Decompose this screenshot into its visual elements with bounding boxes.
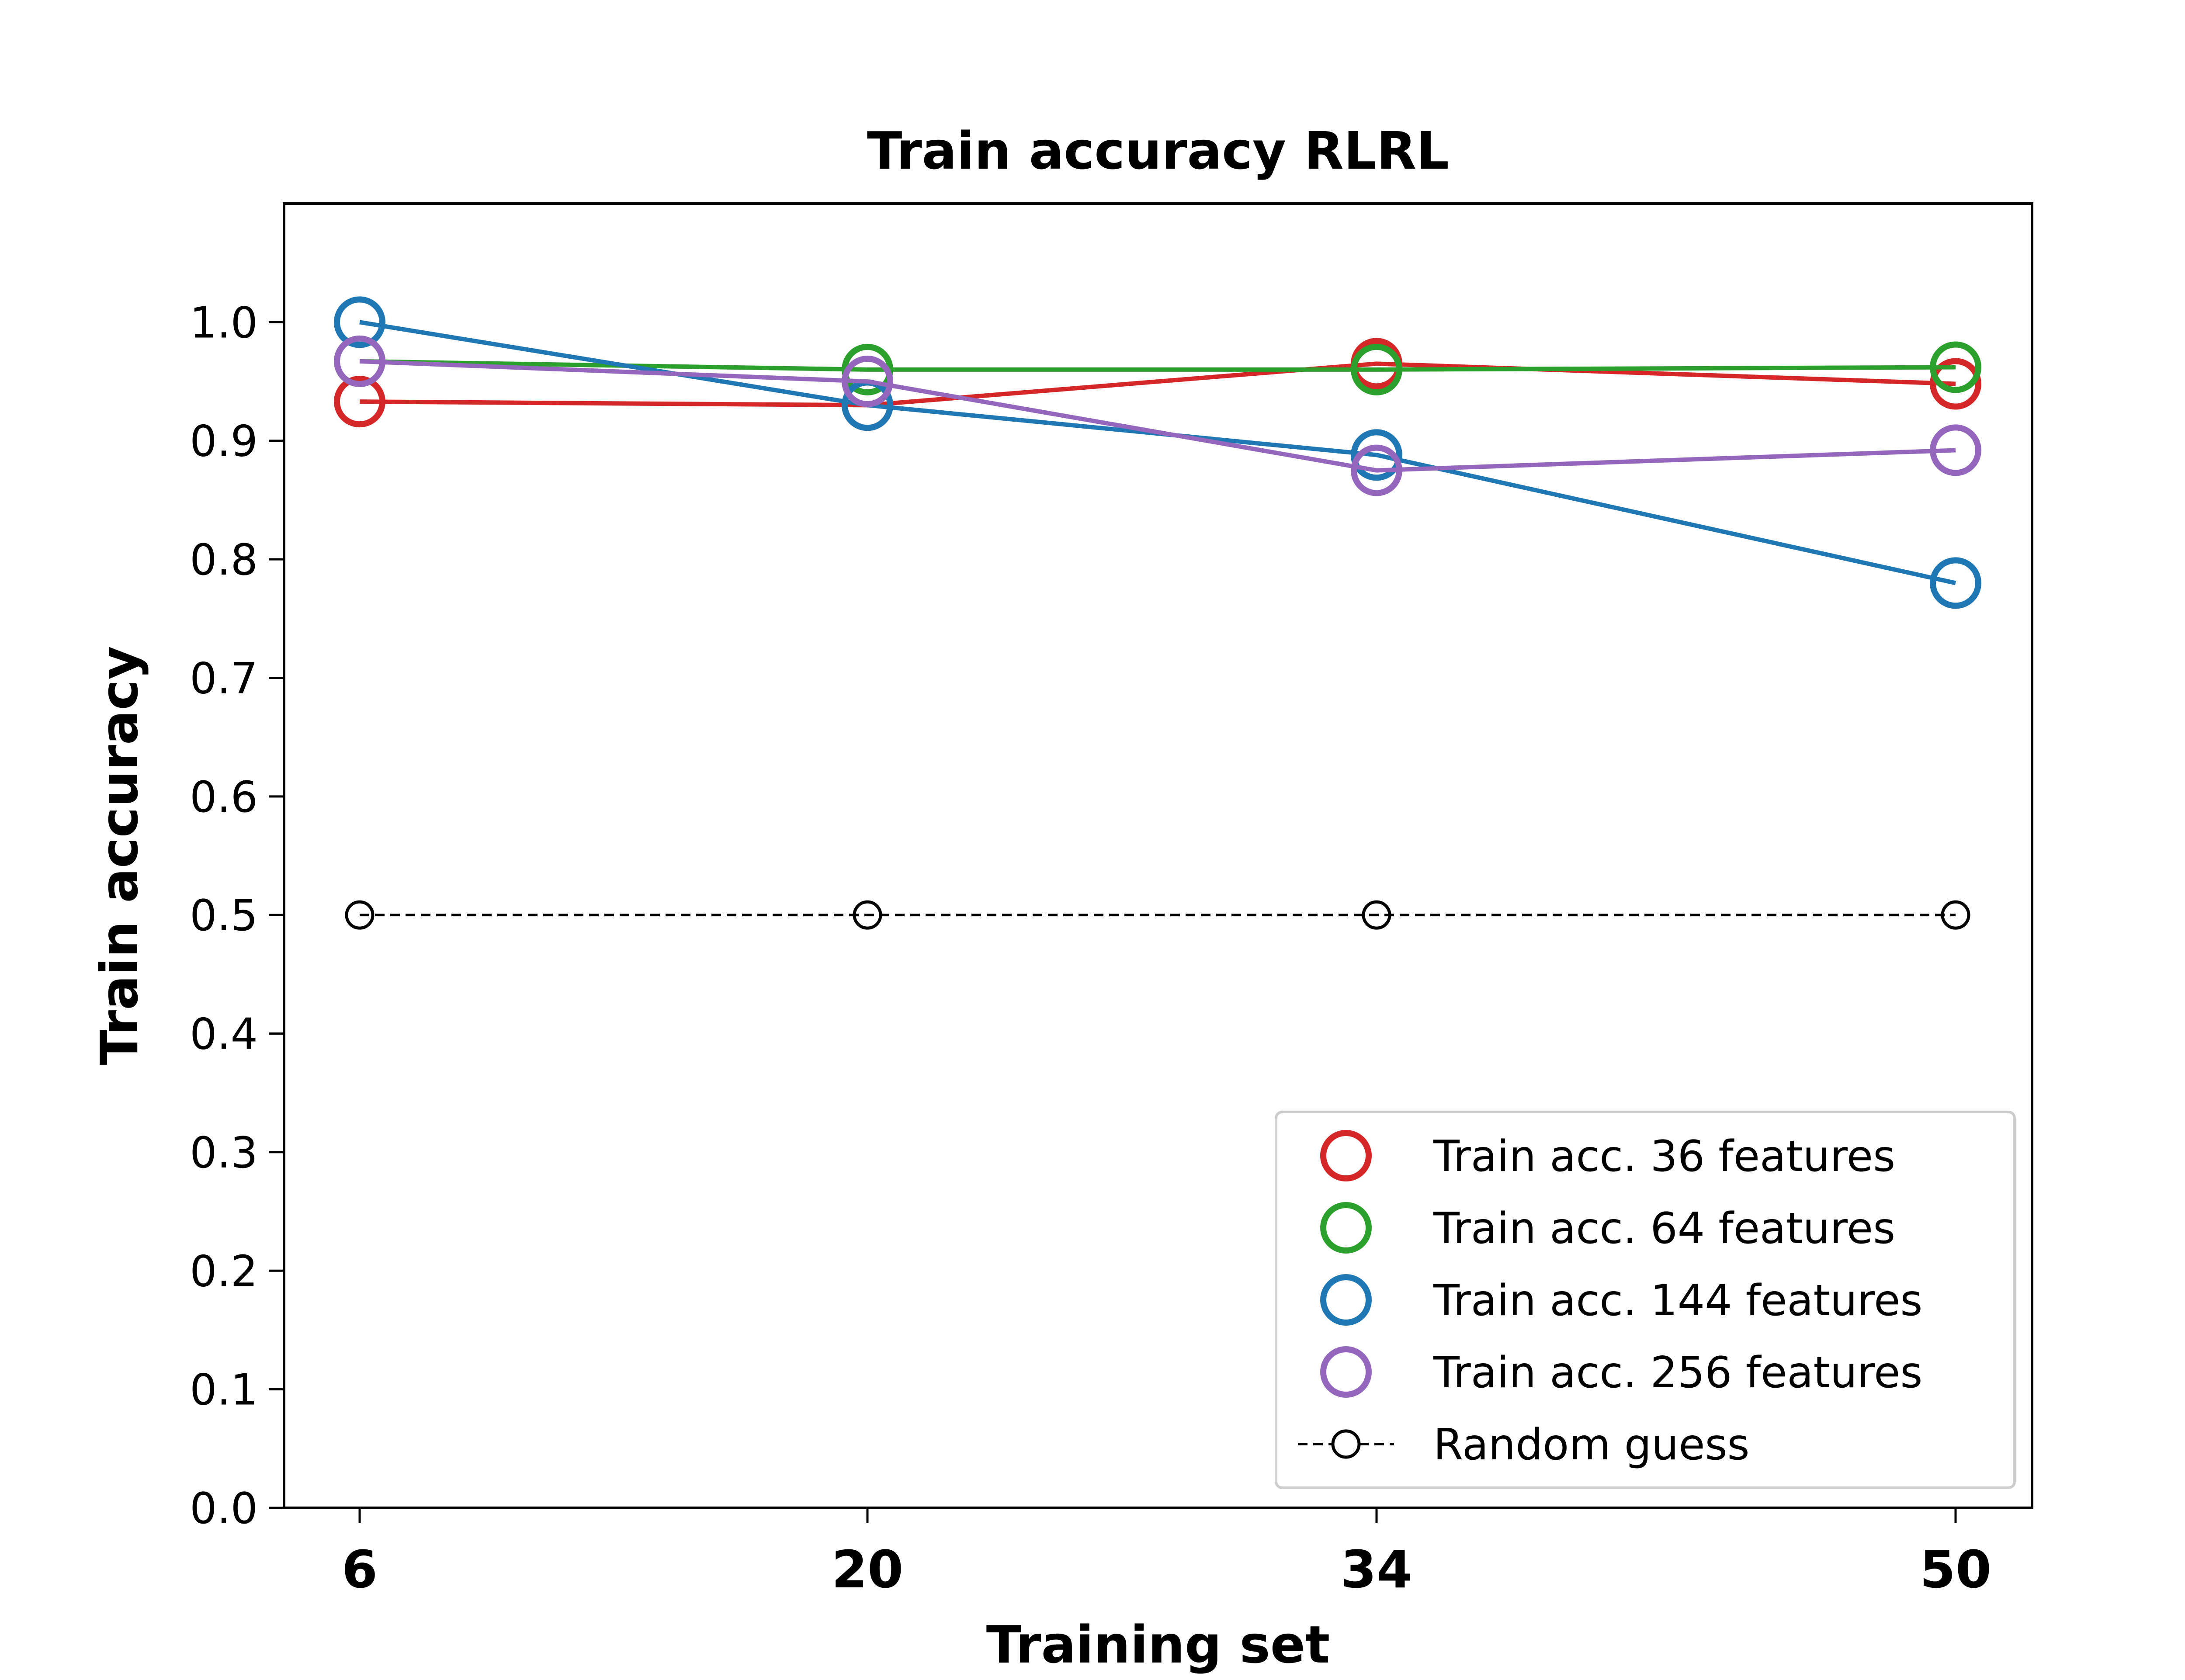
legend-entry-label: Train acc. 64 features xyxy=(1433,1204,1895,1254)
legend-marker xyxy=(1320,1274,1372,1326)
series-5-point xyxy=(853,900,882,930)
series-2-point xyxy=(1351,343,1402,395)
series-line-3 xyxy=(359,320,1956,585)
legend: Train acc. 36 features Train acc. 64 feat… xyxy=(1275,1111,2016,1489)
x-tick-label: 34 xyxy=(1341,1539,1412,1600)
series-3-point xyxy=(1930,557,1981,609)
y-tick-label: 0.5 xyxy=(190,891,258,941)
series-4-point xyxy=(842,356,893,408)
legend-entry-label: Train acc. 256 features xyxy=(1433,1348,1923,1398)
x-tick-label: 20 xyxy=(832,1539,903,1600)
y-tick-label: 0.2 xyxy=(190,1247,258,1296)
y-tick-label: 0.8 xyxy=(190,535,258,585)
series-line-1 xyxy=(359,361,1956,408)
series-5-point xyxy=(1941,900,1970,930)
legend-marker xyxy=(1320,1202,1372,1254)
series-3-point xyxy=(334,296,385,348)
legend-entry-label: Train acc. 36 features xyxy=(1433,1132,1895,1181)
legend-entry-label: Random guess xyxy=(1433,1420,1750,1470)
series-1-point xyxy=(334,376,385,428)
x-tick-label: 50 xyxy=(1920,1539,1991,1600)
y-tick-label: 0.3 xyxy=(190,1128,258,1178)
x-axis-label: Training set xyxy=(986,1614,1330,1675)
y-tick-label: 0.7 xyxy=(190,654,258,703)
series-3-point xyxy=(1351,429,1402,481)
y-axis-label: Train accuracy xyxy=(89,646,149,1065)
series-line-4 xyxy=(359,359,1956,473)
series-5-point xyxy=(1362,900,1391,930)
series-4-point xyxy=(334,335,385,387)
series-4-point xyxy=(1930,424,1981,476)
y-tick-label: 0.9 xyxy=(190,417,258,467)
x-tick-label: 6 xyxy=(342,1539,378,1600)
series-5-point xyxy=(345,900,375,930)
y-tick-label: 0.1 xyxy=(190,1365,258,1415)
y-tick-label: 1.0 xyxy=(190,298,258,348)
series-4-point xyxy=(1351,444,1402,496)
legend-box xyxy=(1275,1111,2016,1489)
plot-area: 0.0 0.1 0.2 0.3 0.4 0.5 0.6 0.7 0.8 0.9 1.0 6 20 34 50 xyxy=(190,296,1991,1600)
legend-marker xyxy=(1320,1130,1372,1181)
legend-entry-label: Train acc. 144 features xyxy=(1433,1276,1923,1326)
series-1-point xyxy=(1930,358,1981,410)
y-tick-label: 0.0 xyxy=(190,1484,258,1534)
legend-marker xyxy=(1331,1429,1361,1459)
legend-marker xyxy=(1320,1346,1372,1398)
chart-title: Train accuracy RLRL xyxy=(867,121,1449,181)
y-tick-label: 0.4 xyxy=(190,1010,258,1060)
y-tick-label: 0.6 xyxy=(190,772,258,822)
plot-frame xyxy=(283,202,2033,1509)
series-2-point xyxy=(1930,341,1981,393)
